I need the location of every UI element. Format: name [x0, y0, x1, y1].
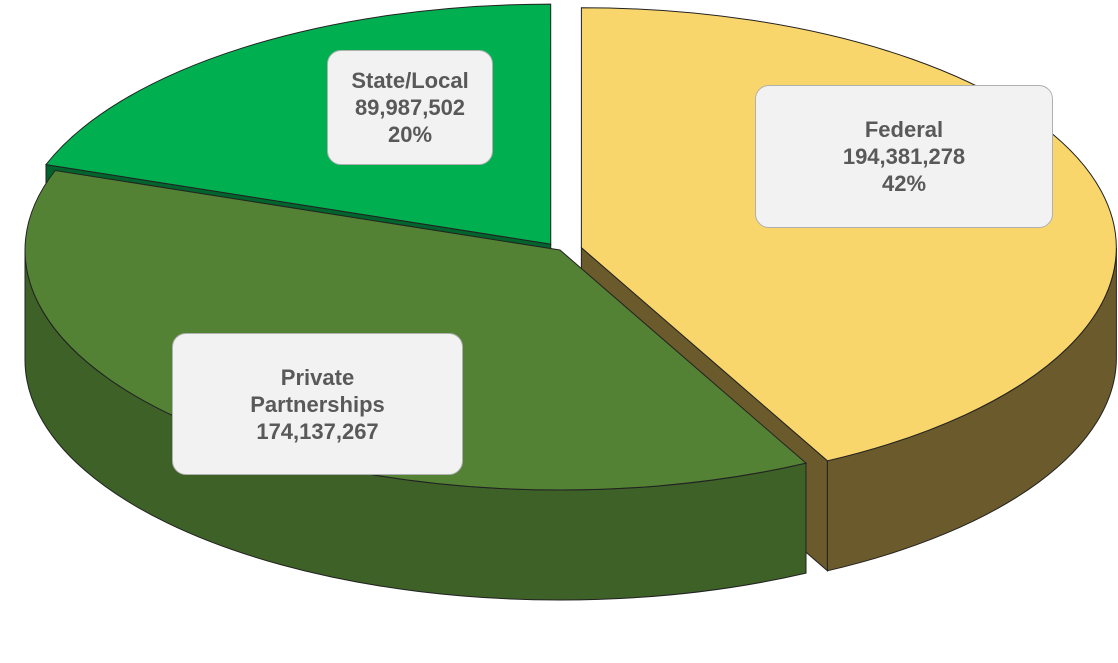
- label-category: Private Partnerships: [250, 364, 385, 417]
- data-label: Federal 194,381,278 42%: [755, 85, 1053, 228]
- label-value: 89,987,502: [354, 95, 466, 120]
- label-percent: 20%: [387, 122, 433, 147]
- label-percent: 42%: [881, 171, 927, 196]
- data-label: State/Local 89,987,502 20%: [327, 50, 493, 165]
- label-category: Federal: [864, 117, 944, 142]
- label-category: State/Local: [351, 68, 469, 93]
- label-value: 174,137,267: [256, 418, 379, 444]
- data-label: Private Partnerships 174,137,267: [172, 333, 463, 475]
- label-value: 194,381,278: [842, 144, 966, 169]
